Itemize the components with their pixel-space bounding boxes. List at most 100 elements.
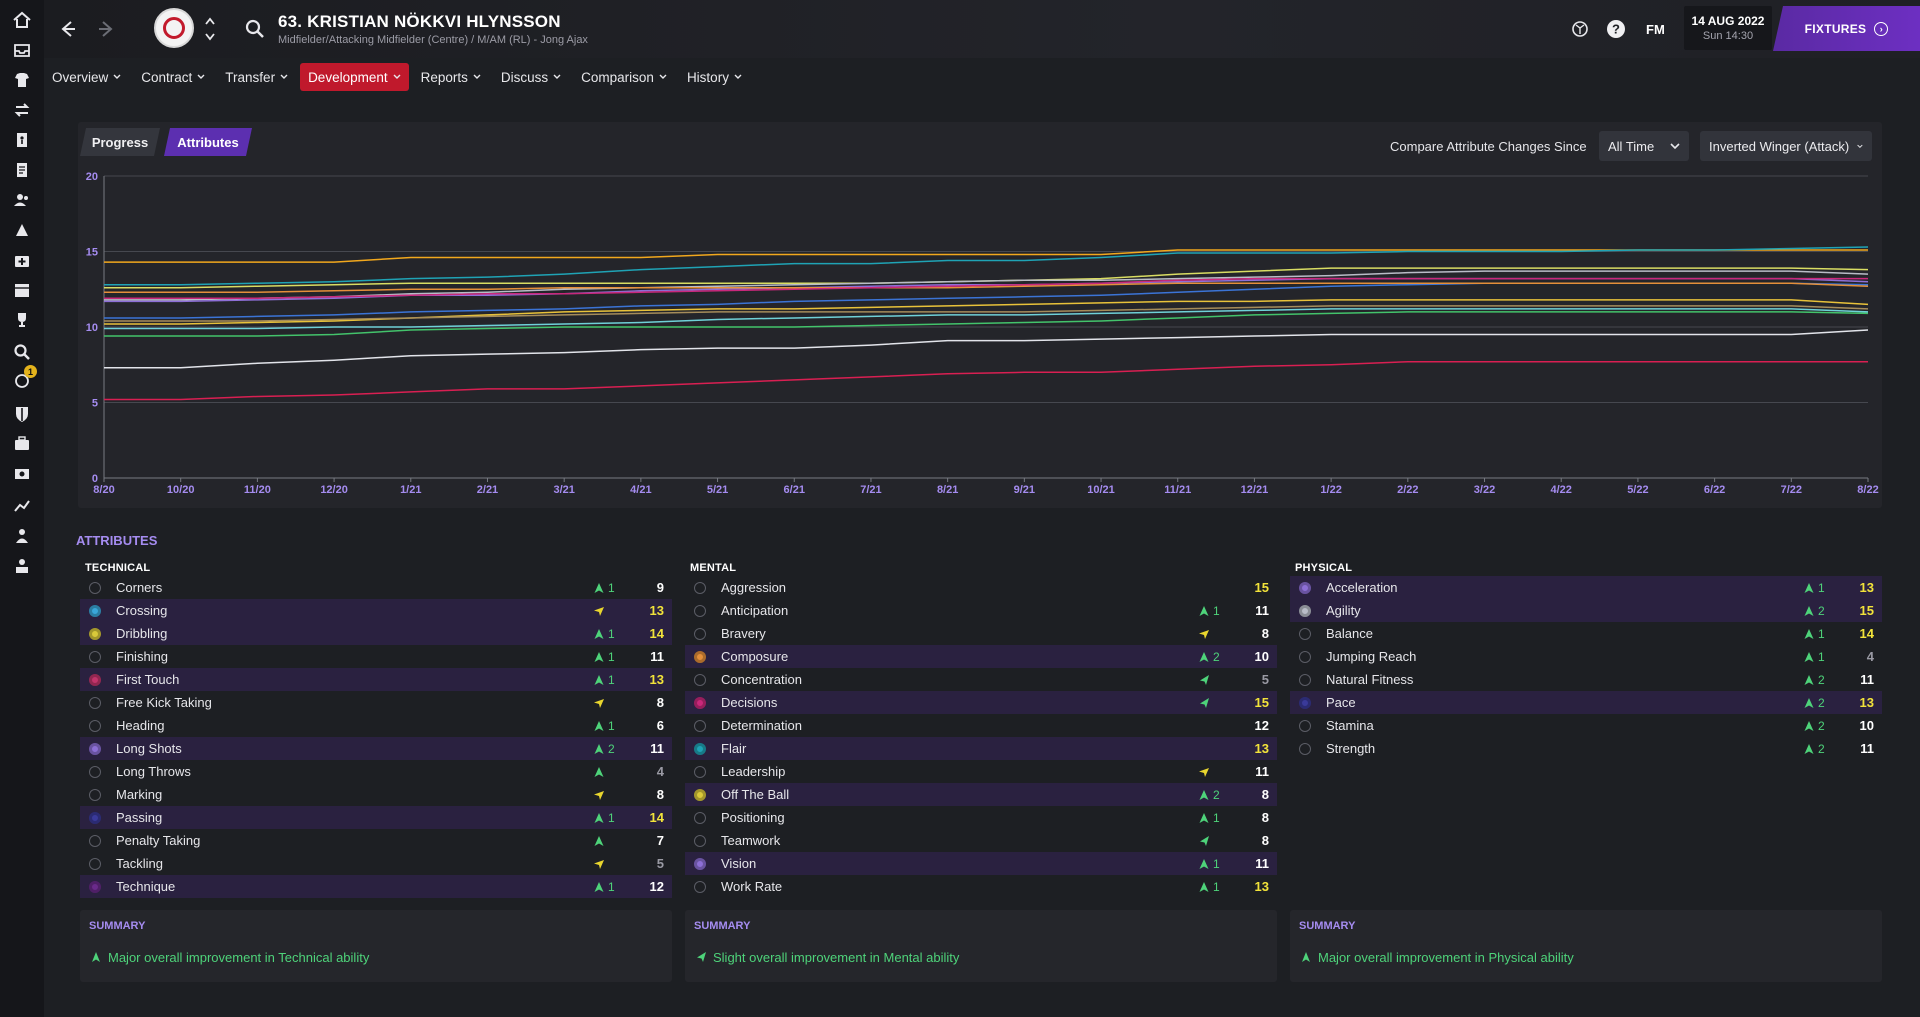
sidebar-inbox-icon[interactable] — [0, 32, 44, 68]
attribute-row[interactable]: Anticipation 1 11 — [685, 599, 1277, 622]
tab-history[interactable]: History — [679, 63, 750, 91]
attribute-row[interactable]: Concentration 5 — [685, 668, 1277, 691]
attribute-row[interactable]: Free Kick Taking 8 — [80, 691, 672, 714]
series-line-5[interactable] — [104, 282, 1869, 319]
tab-contract[interactable]: Contract — [133, 63, 213, 91]
help-icon[interactable]: ? — [1606, 19, 1626, 39]
attribute-row[interactable]: Determination 12 — [685, 714, 1277, 737]
attribute-row[interactable]: Bravery 8 — [685, 622, 1277, 645]
improvement-arrow-icon — [1804, 583, 1814, 593]
series-line-7[interactable] — [104, 277, 1868, 300]
x-tick-label: 2/21 — [477, 484, 498, 496]
attribute-row[interactable]: Finishing 1 11 — [80, 645, 672, 668]
sidebar-transfers-icon[interactable] — [0, 92, 44, 128]
attribute-row[interactable]: Teamwork 8 — [685, 829, 1277, 852]
attribute-row[interactable]: Stamina 2 10 — [1290, 714, 1882, 737]
progress-toggle[interactable]: Progress — [80, 128, 160, 156]
improvement-arrow-icon — [1804, 606, 1814, 616]
sidebar-analytics-icon[interactable] — [0, 488, 44, 524]
search-icon — [14, 344, 30, 360]
sidebar-squad-icon[interactable] — [0, 62, 44, 98]
attributes-toggle[interactable]: Attributes — [164, 128, 252, 156]
series-line-1[interactable] — [104, 246, 1869, 286]
sidebar-medical-icon[interactable] — [0, 242, 44, 278]
series-line-6[interactable] — [104, 282, 1869, 294]
attribute-row[interactable]: Corners 1 9 — [80, 576, 672, 599]
role-dropdown[interactable]: Inverted Winger (Attack) — [1700, 131, 1872, 161]
sidebar-search-icon[interactable] — [0, 334, 44, 370]
period-dropdown[interactable]: All Time — [1599, 131, 1689, 161]
tab-comparison[interactable]: Comparison — [573, 63, 675, 91]
sidebar-scouting-icon[interactable]: 1 — [0, 362, 44, 398]
sidebar-tactics-icon[interactable] — [0, 122, 44, 158]
attribute-row[interactable]: Agility 2 15 — [1290, 599, 1882, 622]
attribute-row[interactable]: Off The Ball 2 8 — [685, 783, 1277, 806]
sidebar-finances-icon[interactable] — [0, 426, 44, 462]
tab-development[interactable]: Development — [300, 63, 409, 91]
chevron-down-icon — [113, 74, 121, 79]
sidebar-club-icon[interactable] — [0, 396, 44, 432]
sidebar-trophy-icon[interactable] — [0, 302, 44, 338]
attribute-row[interactable]: Acceleration 1 13 — [1290, 576, 1882, 599]
sidebar-money-icon[interactable] — [0, 456, 44, 492]
sidebar-calendar-icon[interactable] — [0, 272, 44, 308]
series-line-9[interactable] — [104, 305, 1869, 322]
attribute-row[interactable]: Dribbling 1 14 — [80, 622, 672, 645]
attribute-row[interactable]: Positioning 1 8 — [685, 806, 1277, 829]
fm-logo[interactable]: FM — [1646, 22, 1665, 37]
attribute-row[interactable]: Balance 1 14 — [1290, 622, 1882, 645]
series-line-11[interactable] — [104, 308, 1869, 330]
attribute-row[interactable]: Passing 1 14 — [80, 806, 672, 829]
sidebar-career-icon[interactable] — [0, 548, 44, 584]
attribute-row[interactable]: Leadership 11 — [685, 760, 1277, 783]
attribute-row[interactable]: Tackling 5 — [80, 852, 672, 875]
attribute-row[interactable]: Technique 1 12 — [80, 875, 672, 898]
series-line-12[interactable] — [104, 329, 1869, 369]
attribute-row[interactable]: Long Shots 2 11 — [80, 737, 672, 760]
series-line-13[interactable] — [104, 360, 1868, 401]
attribute-circle-icon — [694, 674, 706, 686]
attribute-row[interactable]: Vision 1 11 — [685, 852, 1277, 875]
club-badge[interactable] — [154, 8, 194, 48]
attribute-row[interactable]: Long Throws 4 — [80, 760, 672, 783]
attribute-row[interactable]: Marking 8 — [80, 783, 672, 806]
attribute-row[interactable]: Pace 2 13 — [1290, 691, 1882, 714]
world-football-icon[interactable] — [1570, 19, 1590, 39]
sidebar-development-icon[interactable] — [0, 518, 44, 554]
slight-change-arrow-icon — [1199, 630, 1209, 639]
back-arrow-icon[interactable] — [56, 18, 78, 40]
search-icon[interactable] — [244, 18, 266, 40]
series-line-0[interactable] — [104, 249, 1868, 263]
key-role-attribute-icon — [694, 697, 706, 709]
sidebar-training-icon[interactable] — [0, 212, 44, 248]
sidebar-home-icon[interactable] — [0, 2, 44, 38]
attribute-row[interactable]: Composure 2 10 — [685, 645, 1277, 668]
attribute-row[interactable]: Crossing 13 — [80, 599, 672, 622]
fixtures-button[interactable]: FIXTURES › — [1773, 6, 1920, 51]
sidebar-staff-icon[interactable] — [0, 182, 44, 218]
tab-discuss[interactable]: Discuss — [493, 63, 569, 91]
forward-arrow-icon[interactable] — [96, 18, 118, 40]
attribute-row[interactable]: Strength 2 11 — [1290, 737, 1882, 760]
tab-label: Transfer — [225, 69, 276, 85]
player-switch-icon[interactable] — [204, 14, 216, 44]
tab-overview[interactable]: Overview — [44, 63, 129, 91]
attribute-name: Jumping Reach — [1326, 649, 1417, 664]
attribute-row[interactable]: Flair 13 — [685, 737, 1277, 760]
key-role-attribute-icon — [89, 628, 101, 640]
attribute-row[interactable]: Jumping Reach 1 4 — [1290, 645, 1882, 668]
attribute-row[interactable]: Decisions 15 — [685, 691, 1277, 714]
player-position-subtitle: Midfielder/Attacking Midfielder (Centre)… — [278, 34, 588, 46]
tab-reports[interactable]: Reports — [413, 63, 489, 91]
series-line-3[interactable] — [104, 270, 1869, 301]
sidebar-clipboard-icon[interactable] — [0, 152, 44, 188]
attribute-row[interactable]: Work Rate 1 13 — [685, 875, 1277, 898]
attribute-row[interactable]: Penalty Taking 7 — [80, 829, 672, 852]
tab-transfer[interactable]: Transfer — [217, 63, 296, 91]
series-line-10[interactable] — [104, 311, 1869, 337]
attribute-row[interactable]: Heading 1 6 — [80, 714, 672, 737]
attribute-value: 11 — [1255, 856, 1269, 871]
attribute-row[interactable]: Natural Fitness 2 11 — [1290, 668, 1882, 691]
attribute-row[interactable]: First Touch 1 13 — [80, 668, 672, 691]
attribute-row[interactable]: Aggression 15 — [685, 576, 1277, 599]
